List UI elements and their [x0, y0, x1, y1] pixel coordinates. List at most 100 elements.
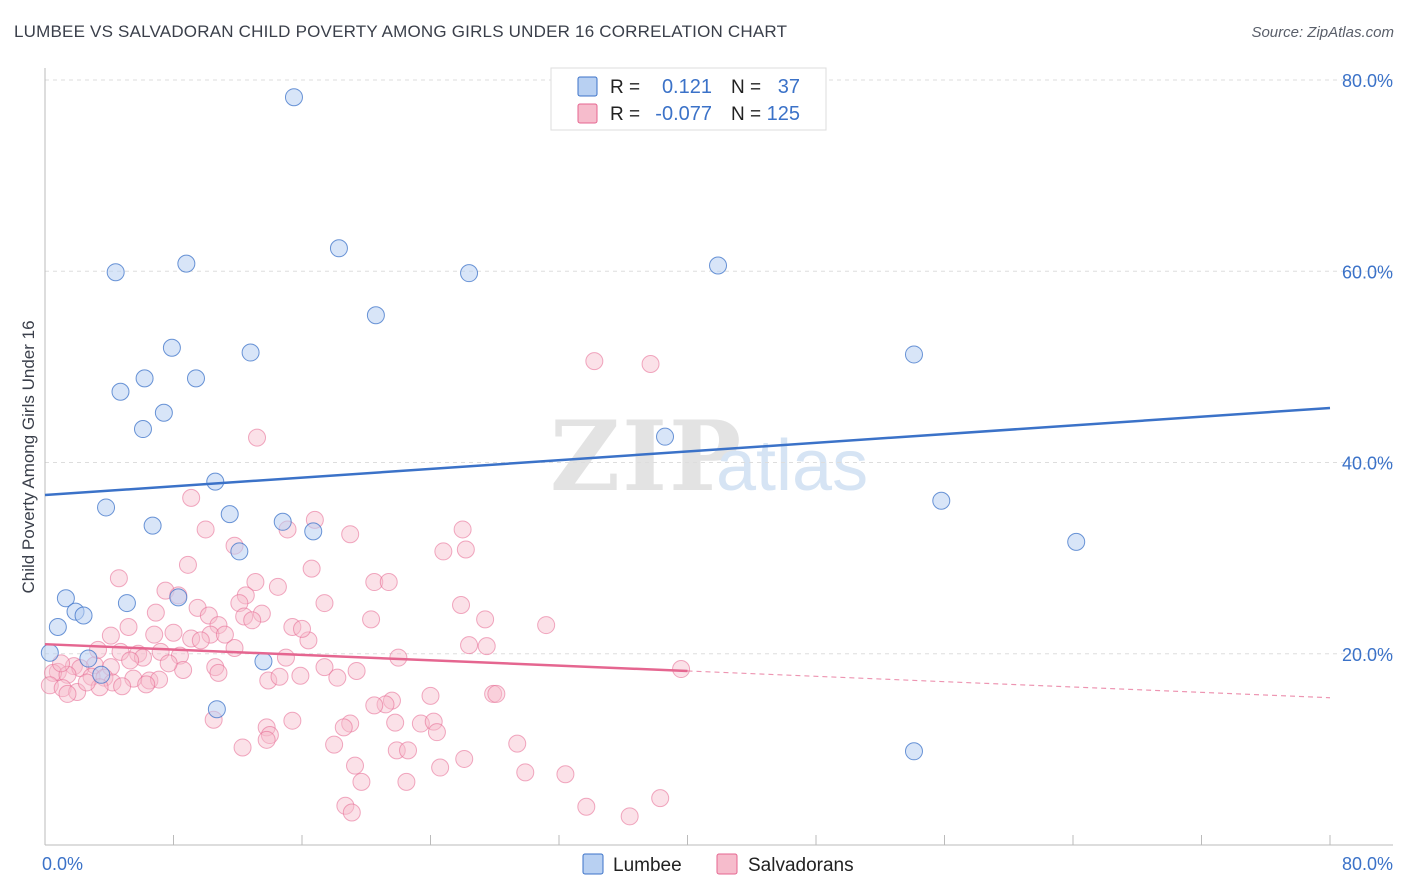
- point-salvadorans-58: [58, 665, 77, 684]
- point-salvadorans-117: [191, 631, 210, 650]
- point-salvadorans-17: [379, 573, 398, 592]
- point-salvadorans-104: [556, 765, 575, 784]
- point-salvadorans-114: [121, 651, 140, 670]
- point-lumbee-0: [284, 88, 303, 107]
- point-salvadorans-96: [325, 735, 344, 754]
- point-salvadorans-8: [341, 525, 360, 544]
- point-salvadorans-101: [346, 756, 365, 775]
- point-salvadorans-22: [230, 594, 249, 613]
- legend-n-label-1: N =: [731, 77, 761, 98]
- point-salvadorans-76: [113, 677, 132, 696]
- point-salvadorans-120: [270, 667, 289, 686]
- point-salvadorans-78: [421, 686, 440, 705]
- point-salvadorans-110: [342, 803, 361, 822]
- point-salvadorans-100: [455, 749, 474, 768]
- point-salvadorans-103: [516, 763, 535, 782]
- point-salvadorans-84: [386, 713, 405, 732]
- trend-line-salvadorans-extension: [687, 670, 1331, 699]
- point-lumbee-11: [186, 369, 205, 388]
- legend-r-label-1: R =: [610, 77, 640, 98]
- legend-n-label-2: N =: [731, 104, 761, 125]
- point-salvadorans-102: [431, 758, 450, 777]
- y-tick-label-80: 80.0%: [1342, 71, 1393, 91]
- point-salvadorans-83: [365, 696, 384, 715]
- point-lumbee-17: [97, 498, 116, 517]
- point-salvadorans-97: [233, 738, 252, 757]
- point-salvadorans-71: [259, 671, 278, 690]
- point-salvadorans-35: [119, 617, 138, 636]
- point-salvadorans-108: [577, 797, 596, 816]
- y-tick-labels: 20.0% 40.0% 60.0% 80.0%: [1342, 71, 1393, 665]
- point-salvadorans-113: [215, 625, 234, 644]
- source-label: Source: ZipAtlas.com: [1251, 24, 1394, 41]
- y-axis-title: Child Poverty Among Girls Under 16: [19, 320, 38, 593]
- point-salvadorans-116: [243, 611, 262, 630]
- y-tick-label-20: 20.0%: [1342, 645, 1393, 665]
- point-salvadorans-109: [651, 789, 670, 808]
- point-salvadorans-37: [145, 625, 164, 644]
- point-lumbee-13: [154, 403, 173, 422]
- point-salvadorans-18: [268, 577, 287, 596]
- point-salvadorans-70: [328, 668, 347, 687]
- point-lumbee-5: [709, 256, 728, 275]
- point-salvadorans-68: [209, 663, 228, 682]
- point-salvadorans-12: [178, 555, 197, 574]
- point-salvadorans-6: [453, 520, 472, 539]
- point-lumbee-6: [366, 306, 385, 325]
- point-salvadorans-28: [199, 606, 218, 625]
- point-salvadorans-106: [352, 772, 371, 791]
- point-lumbee-4: [460, 264, 479, 283]
- point-salvadorans-34: [537, 616, 556, 635]
- point-lumbee-3: [177, 254, 196, 273]
- point-lumbee-18: [932, 491, 951, 510]
- point-salvadorans-36: [164, 623, 183, 642]
- point-salvadorans-26: [146, 603, 165, 622]
- series-legend: Lumbee Salvadorans: [582, 853, 854, 876]
- point-lumbee-31: [79, 649, 98, 668]
- point-salvadorans-65: [206, 658, 225, 677]
- point-salvadorans-105: [397, 772, 416, 791]
- x-tick-label-max: 80.0%: [1342, 854, 1393, 874]
- point-lumbee-35: [207, 700, 226, 719]
- point-lumbee-23: [230, 542, 249, 561]
- bottom-legend-label-salvadorans[interactable]: Salvadorans: [748, 855, 854, 876]
- point-salvadorans-67: [347, 661, 366, 680]
- point-salvadorans-95: [508, 734, 527, 753]
- point-lumbee-25: [56, 589, 75, 608]
- bottom-legend-swatch-salvadorans[interactable]: [716, 853, 738, 875]
- point-salvadorans-9: [434, 542, 453, 561]
- point-salvadorans-31: [476, 610, 495, 629]
- legend-n-value-1: 37: [778, 76, 800, 98]
- point-salvadorans-48: [276, 648, 295, 667]
- point-salvadorans-121: [293, 619, 311, 638]
- point-salvadorans-14: [109, 569, 128, 588]
- point-lumbee-10: [135, 369, 154, 388]
- point-salvadorans-73: [53, 679, 72, 698]
- y-tick-label-60: 60.0%: [1342, 262, 1393, 282]
- point-salvadorans-2: [248, 428, 267, 447]
- point-salvadorans-107: [336, 796, 355, 815]
- point-lumbee-14: [133, 420, 152, 439]
- point-lumbee-27: [117, 594, 136, 613]
- point-salvadorans-91: [334, 718, 353, 737]
- point-salvadorans-99: [399, 741, 418, 760]
- chart-title: LUMBEE VS SALVADORAN CHILD POVERTY AMONG…: [14, 22, 788, 41]
- point-salvadorans-123: [77, 673, 96, 692]
- point-lumbee-32: [40, 643, 59, 662]
- point-salvadorans-10: [456, 540, 475, 559]
- legend-n-value-2: 125: [767, 103, 800, 125]
- point-salvadorans-3: [182, 488, 201, 507]
- legend-swatch-lumbee: [577, 76, 598, 97]
- point-salvadorans-15: [246, 573, 265, 592]
- point-lumbee-8: [241, 343, 260, 362]
- point-lumbee-16: [206, 472, 225, 491]
- bottom-legend-swatch-lumbee[interactable]: [582, 853, 604, 875]
- point-salvadorans-51: [460, 636, 479, 655]
- x-axis-ticks: [44, 835, 1331, 845]
- watermark-atlas: atlas: [716, 426, 868, 506]
- point-salvadorans-80: [487, 684, 506, 703]
- point-lumbee-9: [904, 345, 923, 364]
- bottom-legend-label-lumbee[interactable]: Lumbee: [613, 855, 682, 876]
- point-lumbee-30: [48, 617, 67, 636]
- trend-line-lumbee: [44, 406, 1331, 497]
